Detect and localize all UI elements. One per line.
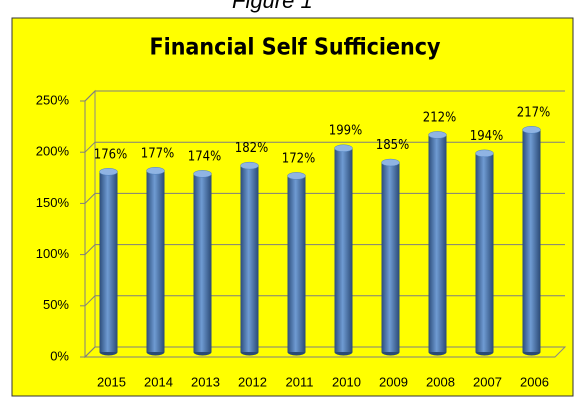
figure-caption: Figure 1 [232,0,313,13]
bar-top [334,144,353,152]
value-label: 217% [517,105,550,120]
bar-top [240,161,259,170]
x-tick-label: 2010 [332,374,361,389]
bar [428,134,447,352]
x-tick-label: 2009 [379,374,408,389]
bar [475,153,494,352]
bar [99,171,118,352]
bar-top [475,149,494,158]
bar-top [193,170,212,178]
value-label: 176% [94,147,127,162]
bar-top [381,158,400,167]
y-tick-label: 50% [43,297,69,312]
y-tick-label: 200% [36,144,70,159]
bar [240,165,259,352]
x-tick-label: 2011 [286,374,314,389]
x-tick-label: 2006 [520,374,549,389]
bar-top [146,167,165,175]
value-label: 182% [235,141,268,156]
bar-top [428,131,447,139]
grid-line [84,192,565,204]
grid-line [84,141,565,153]
bar-top [522,126,541,134]
bar [146,170,165,352]
y-tick-label: 150% [36,195,70,210]
value-label: 177% [141,146,174,161]
x-tick-label: 2013 [191,374,220,389]
value-label: 174% [188,149,221,164]
value-label: 199% [329,124,362,139]
x-tick-label: 2008 [426,374,455,389]
bar [193,173,212,352]
y-tick-label: 100% [36,246,70,261]
y-tick-label: 0% [50,348,69,363]
value-label: 212% [423,110,456,125]
bar [381,162,400,352]
bar-top [99,168,118,176]
grid-line [84,244,565,255]
x-tick-label: 2014 [144,374,173,389]
chart-title: Financial Self Sufficiency [149,35,441,61]
value-label: 172% [282,151,315,166]
bar [334,148,353,352]
y-tick-label: 250% [36,92,70,107]
grid-line [84,346,565,358]
bar-top [287,172,306,180]
bar [287,175,306,352]
x-tick-label: 2007 [473,374,502,389]
x-tick-label: 2015 [97,374,126,389]
grid-line [84,90,565,102]
grid-line [84,295,565,307]
value-label: 185% [376,138,409,153]
x-tick-label: 2012 [238,374,267,389]
value-label: 194% [470,129,503,144]
bar [522,129,541,352]
